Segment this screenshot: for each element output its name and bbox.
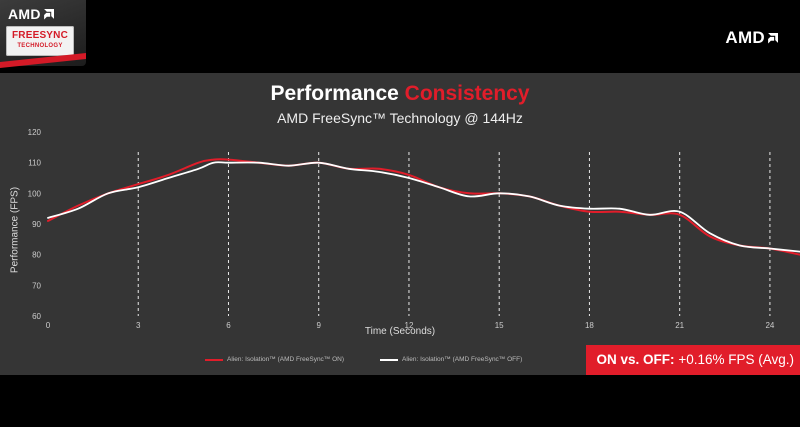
bottom-bar — [0, 375, 800, 427]
y-tick-label: 90 — [32, 220, 41, 229]
legend-swatch-on — [205, 358, 223, 361]
x-tick-label: 18 — [585, 321, 594, 330]
legend-label-on: Alien: Isolation™ (AMD FreeSync™ ON) — [227, 356, 345, 363]
y-tick-label: 100 — [28, 189, 42, 198]
chart-title: Performance Consistency — [0, 82, 800, 106]
chart-title-part2: Consistency — [404, 82, 530, 105]
legend-item-off: Alien: Isolation™ (AMD FreeSync™ OFF) — [380, 356, 522, 363]
legend-label-off: Alien: Isolation™ (AMD FreeSync™ OFF) — [402, 356, 523, 363]
grid-layer — [137, 152, 771, 316]
legend-swatch-off — [380, 358, 398, 361]
x-tick-label: 15 — [495, 321, 504, 330]
x-tick-label: 3 — [136, 321, 141, 330]
callout-box: ON vs. OFF: +0.16% FPS (Avg.) — [586, 345, 800, 375]
chart-subtitle: AMD FreeSync™ Technology @ 144Hz — [277, 110, 523, 126]
plot-panel — [0, 73, 800, 375]
freesync-badge: AMD FREESYNC TECHNOLOGY — [0, 0, 86, 68]
x-tick-label: 0 — [46, 321, 51, 330]
series-line-freesync-off — [47, 161, 800, 253]
x-tick-label: 9 — [316, 321, 321, 330]
amd-logo: AMD — [725, 28, 778, 48]
x-tick-label: 6 — [226, 321, 231, 330]
freesync-logo-line2: TECHNOLOGY — [17, 43, 63, 49]
badge-brand-text: AMD — [8, 6, 41, 22]
legend-item-on: Alien: Isolation™ (AMD FreeSync™ ON) — [205, 356, 344, 363]
x-axis-label: Time (Seconds) — [364, 326, 436, 337]
top-bar — [0, 0, 800, 73]
callout-text: ON vs. OFF: +0.16% FPS (Avg.) — [586, 352, 794, 367]
chart-title-part1: Performance — [270, 82, 399, 105]
freesync-logo-line1: FREESYNC — [11, 30, 69, 41]
tick-layer: 0 3 6 9 12 15 18 21 24 60 70 80 90 100 110 120 — [28, 128, 775, 330]
y-tick-label: 60 — [32, 312, 41, 321]
y-tick-label: 120 — [28, 128, 42, 137]
amd-arrow-icon — [768, 32, 778, 43]
callout-label: ON vs. OFF: — [596, 352, 675, 367]
series-layer — [47, 158, 800, 256]
amd-logo-text: AMD — [725, 28, 765, 47]
y-tick-label: 80 — [32, 251, 41, 260]
amd-arrow-icon — [43, 8, 54, 19]
y-tick-label: 110 — [28, 159, 41, 168]
legend: Alien: Isolation™ (AMD FreeSync™ ON) Ali… — [0, 356, 800, 370]
callout-value: +0.16% FPS (Avg.) — [678, 352, 794, 367]
series-line-freesync-on — [47, 158, 800, 256]
freesync-logo: FREESYNC TECHNOLOGY — [6, 26, 74, 56]
x-tick-label: 24 — [765, 321, 774, 330]
badge-brand: AMD — [8, 6, 54, 22]
x-tick-label: 12 — [405, 321, 414, 330]
x-tick-label: 21 — [675, 321, 684, 330]
y-tick-label: 70 — [32, 281, 41, 290]
